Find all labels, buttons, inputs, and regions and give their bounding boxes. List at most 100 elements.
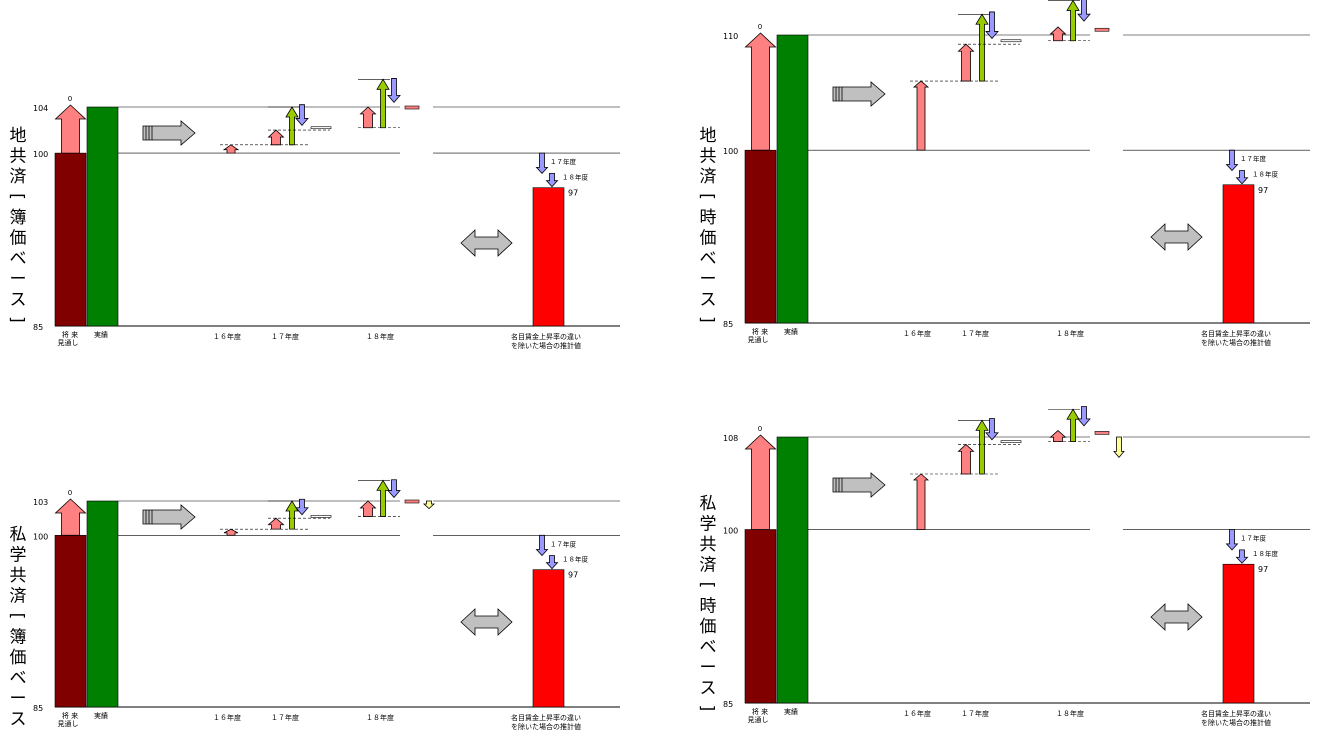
side-title-char: ー [10,689,27,709]
fy17-residual [310,515,332,518]
fy18-green-arrow [1066,0,1080,42]
fy18-green-arrow [1066,408,1080,443]
fy16-arrow [912,80,930,151]
forecast-bar [54,535,87,708]
zero-label: 0 [758,425,762,433]
adjusted-fy18-label: １８年度 [1252,549,1279,558]
x-label-forecast: 見通し [58,338,79,347]
side-title-char: 済 [700,556,717,576]
flow-arrow-right [832,472,886,498]
side-title-char: [ [7,193,27,200]
x-label-forecast: 将 来 [752,327,768,336]
fy17-blue-arrow [295,498,309,516]
fy17-pink-arrow [957,443,975,475]
fy17-pink-arrow [957,43,975,82]
side-title-char: ベ [10,669,27,689]
side-title-char: [ [7,613,27,620]
fy17-blue-arrow [295,104,309,127]
adjusted-fy18-label: １８年度 [562,555,589,564]
x-label-adjusted: 名目賃金上昇率の違い [1201,329,1271,338]
side-title-char: 共 [700,147,717,167]
forecast-bar [54,152,87,327]
side-title-char: 共 [10,147,27,167]
adjusted-bar [1222,184,1255,324]
side-title-char: ] [697,705,717,712]
increase-arrow [54,104,87,154]
fy18-pink-arrow [359,500,377,517]
adjusted-value-label: 97 [1258,186,1268,195]
actual-bar [776,436,809,704]
y-tick-label: 85 [33,323,43,332]
fy17-green-arrow [975,13,989,82]
y-tick-label: 100 [33,150,48,159]
fy18-blue-arrow [387,78,401,104]
side-title-char: 済 [10,167,27,187]
fy18-blue-arrow [1077,0,1091,22]
side-title-char: [ [697,582,717,589]
side-title-char: 共 [700,535,717,555]
adjusted-fy17-arrow [535,534,549,557]
side-title-char: ス [10,710,27,730]
adjusted-bar [532,569,565,708]
side-title-char: 価 [10,229,27,249]
x-label-fy16: １６年度 [903,329,931,338]
flow-arrow-right [142,120,196,146]
side-title-char: ベ [700,249,717,269]
side-title-char: ス [10,290,27,310]
x-label-forecast: 見通し [58,719,79,728]
fy17-residual [1000,440,1022,443]
adjusted-fy17-label: １７年度 [1240,534,1267,543]
x-label-adjusted: を除いた場合の推計値 [1201,718,1271,727]
side-title-char: ] [697,316,717,323]
side-title-char: 済 [10,587,27,607]
zero-label: 0 [68,489,72,497]
side-title-char: 学 [10,546,27,566]
side-title-char: ス [700,679,717,699]
fy17-green-arrow [975,419,989,475]
x-label-forecast: 将 来 [62,330,78,339]
y-tick-label: 108 [723,434,738,443]
forecast-bar [744,149,777,324]
fy18-pink-arrow [1049,429,1067,443]
x-label-fy16: １６年度 [213,713,241,722]
flow-arrow-right [142,504,196,530]
compare-double-arrow [460,608,513,636]
forecast-bar [744,529,777,704]
adjusted-fy17-arrow [1225,149,1239,172]
fy18-residual [1094,27,1110,32]
fy17-residual [1000,39,1022,43]
side-title-char: ベ [700,638,717,658]
x-label-actual: 実績 [784,707,798,716]
side-title-char: [ [697,193,717,200]
flow-arrow-right [832,81,886,107]
x-label-adjusted: を除いた場合の推計値 [511,722,581,731]
adjusted-fy18-arrow [1235,549,1249,564]
side-title-char: ] [7,316,27,323]
y-tick-label: 85 [33,704,43,713]
y-tick-label: 100 [33,532,48,541]
side-title-char: 価 [700,229,717,249]
increase-arrow [744,434,777,530]
fy18-pink-arrow [359,106,377,129]
x-label-fy18: １８年度 [366,332,394,341]
x-label-fy18: １８年度 [1056,329,1084,338]
x-label-adjusted: を除いた場合の推計値 [1201,338,1271,347]
compare-double-arrow [1150,223,1203,251]
adjusted-bar [532,187,565,327]
side-title-char: 済 [700,167,717,187]
y-tick-label: 85 [723,700,733,709]
adjusted-fy18-label: １８年度 [1252,169,1279,178]
x-label-fy16: １６年度 [903,709,931,718]
x-label-actual: 実績 [94,711,108,720]
side-title-char: 私 [10,525,27,545]
side-title-char: 学 [700,515,717,535]
fy16-arrow [223,528,239,536]
side-title-char: ス [700,290,717,310]
side-title-char: 価 [10,648,27,668]
fy18-blue-arrow [1077,406,1091,427]
side-title-char: 簿 [10,208,27,228]
x-label-fy18: １８年度 [1056,709,1084,718]
